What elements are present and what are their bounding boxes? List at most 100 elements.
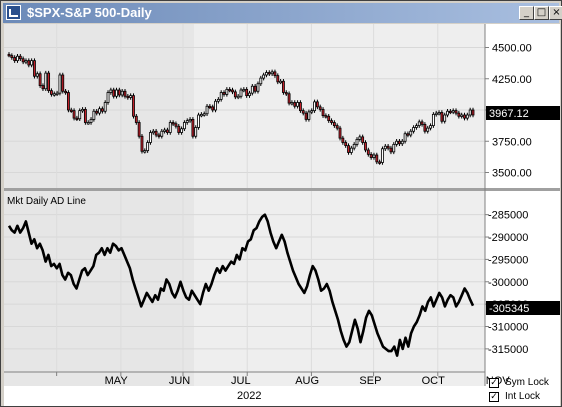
candle-up — [202, 113, 206, 116]
candle-down — [134, 115, 138, 123]
candle-down — [293, 102, 297, 107]
candle-up — [259, 77, 263, 85]
candle-up — [98, 108, 101, 114]
app-chart-icon[interactable] — [6, 5, 21, 20]
candle-down — [347, 145, 350, 153]
candle-down — [95, 110, 99, 114]
candle-down — [18, 55, 22, 60]
candle-up — [270, 71, 274, 75]
candle-up — [149, 132, 152, 143]
title-bar[interactable]: $SPX-S&P 500-Daily _ □ × — [3, 3, 562, 23]
candle-down — [222, 92, 226, 95]
price-tick-label: 4500.00 — [492, 43, 532, 55]
candle-down — [10, 55, 14, 58]
candle-down — [341, 137, 345, 143]
candle-up — [58, 74, 62, 94]
candle-up — [446, 110, 449, 116]
candle-up — [30, 60, 34, 66]
sym-lock-checkbox[interactable]: ✓ — [489, 378, 499, 388]
candle-up — [151, 130, 155, 134]
candle-up — [352, 143, 356, 149]
candle-up — [146, 142, 150, 152]
candle-up — [412, 127, 415, 132]
candle-up — [197, 114, 200, 128]
candle-up — [214, 100, 217, 111]
candle-up — [216, 98, 220, 102]
candle-up — [35, 73, 39, 77]
candle-down — [47, 72, 51, 92]
candle-down — [330, 120, 333, 123]
candle-down — [27, 60, 31, 66]
candle-up — [395, 140, 399, 145]
close-button[interactable]: × — [549, 6, 562, 20]
candle-up — [248, 92, 251, 97]
price-current-label: 3967.12 — [489, 108, 529, 120]
candle-up — [86, 122, 90, 125]
candle-up — [310, 110, 314, 113]
candle-up — [372, 154, 376, 158]
ad-panel-title: Mkt Daily AD Line — [7, 196, 86, 207]
ad-tick-label: -300000 — [488, 277, 528, 289]
month-label: JUN — [169, 375, 190, 386]
candle-up — [92, 110, 96, 120]
candle-down — [245, 88, 249, 97]
month-label: MAY — [105, 375, 129, 386]
candle-up — [205, 105, 209, 115]
candle-down — [366, 149, 370, 155]
candle-down — [454, 110, 458, 114]
candle-up — [465, 114, 469, 119]
maximize-button[interactable]: □ — [534, 6, 549, 20]
candle-up — [443, 114, 447, 122]
candle-up — [256, 83, 260, 92]
candle-up — [239, 89, 243, 97]
candle-up — [437, 112, 441, 115]
candle-up — [349, 147, 353, 153]
candle-down — [344, 142, 348, 147]
candle-down — [315, 101, 319, 108]
candle-down — [211, 106, 215, 111]
candle-up — [129, 95, 133, 98]
ad-tick-label: -285000 — [488, 210, 528, 222]
candle-up — [400, 140, 404, 145]
candle-down — [284, 92, 288, 95]
candle-down — [338, 127, 342, 139]
int-lock-checkbox[interactable]: ✓ — [489, 392, 499, 402]
candle-down — [321, 108, 325, 117]
candle-down — [126, 95, 130, 99]
candle-down — [33, 60, 36, 77]
candle-up — [296, 102, 299, 107]
candle-down — [7, 53, 11, 57]
plot-background-shade — [4, 24, 194, 386]
bottom-bar: 2022 ✓ Sym Lock ✓ Int Lock — [4, 377, 560, 406]
candle-up — [120, 90, 124, 96]
candle-up — [78, 110, 82, 120]
panel-divider[interactable] — [4, 188, 560, 191]
candle-up — [383, 145, 387, 150]
candle-up — [279, 80, 283, 84]
candle-down — [21, 58, 25, 63]
candle-down — [301, 110, 305, 114]
candle-down — [100, 108, 104, 112]
candle-down — [304, 112, 308, 120]
price-tick-label: 4250.00 — [492, 74, 532, 86]
candle-up — [180, 128, 183, 133]
candle-up — [307, 111, 311, 120]
ad-tick-label: -295000 — [488, 254, 528, 266]
candle-up — [109, 89, 113, 93]
candle-down — [157, 134, 161, 137]
candle-up — [313, 101, 316, 112]
candle-down — [75, 117, 79, 121]
minimize-button[interactable]: _ — [519, 6, 534, 20]
candle-down — [386, 145, 390, 149]
candle-up — [358, 136, 362, 140]
candle-down — [448, 110, 452, 114]
candle-down — [69, 109, 73, 112]
candle-down — [361, 136, 365, 143]
year-label: 2022 — [237, 390, 262, 402]
ad-current-label: -305345 — [489, 303, 529, 315]
candle-up — [403, 133, 407, 142]
candle-down — [332, 122, 336, 127]
candle-up — [242, 88, 246, 92]
